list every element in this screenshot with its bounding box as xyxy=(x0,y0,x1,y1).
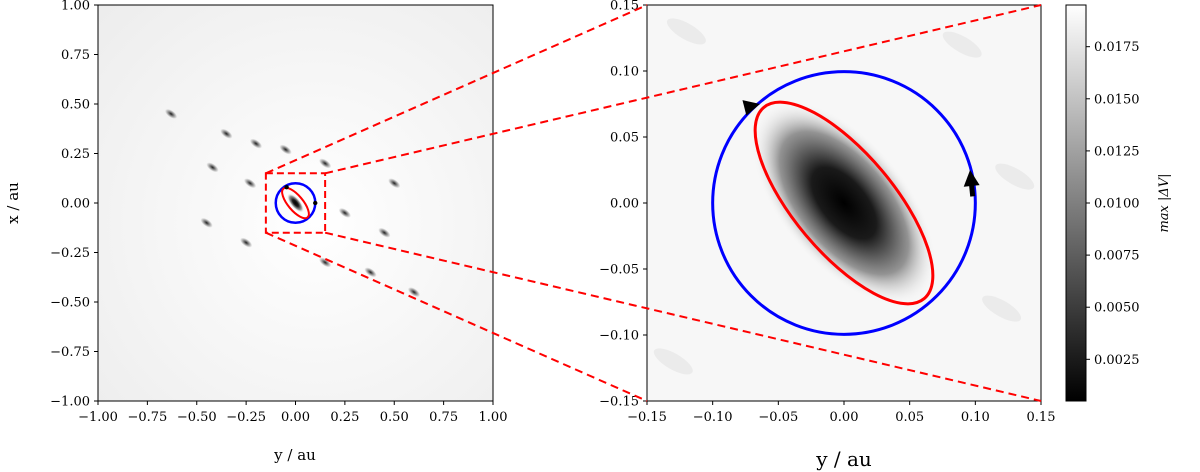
zoom-box xyxy=(264,172,327,234)
heatmap-spot xyxy=(319,257,332,268)
heatmap-spot xyxy=(164,108,178,119)
colorbar-tick-label: 0.0050 xyxy=(1094,301,1140,316)
x-tick-label: 1.00 xyxy=(479,410,508,425)
overview-panel: −1.00 −0.75 −0.50 −0.25 0.00 0.25 0.50 0.75 1.00… xyxy=(4,0,507,464)
overview-central-blob xyxy=(286,193,305,213)
velocity-arrow-head xyxy=(742,100,760,116)
zoom-y-ticks: −0.15 −0.10 −0.05 0.00 0.05 0.10 0.15 xyxy=(599,0,647,410)
zoom-central-blob xyxy=(752,101,936,305)
zoom-connector-line xyxy=(324,231,1042,402)
zoom-orbit-ellipse xyxy=(753,100,935,306)
x-tick-label: −0.25 xyxy=(226,410,266,425)
zoom-connector-line xyxy=(265,4,648,175)
zoom-background-smudge xyxy=(995,163,1035,190)
x-tick-label: −0.50 xyxy=(177,410,217,425)
y-tick-label: −0.05 xyxy=(599,263,639,278)
overview-y-label: x / au xyxy=(4,182,22,224)
zoom-x-label: y / au xyxy=(815,447,872,471)
x-tick-label: 0.00 xyxy=(830,410,859,425)
x-tick-label: −0.05 xyxy=(758,410,798,425)
heatmap-spot xyxy=(243,178,257,189)
colorbar-label: max |ΔV| xyxy=(1157,173,1172,232)
colorbar-tick-label: 0.0175 xyxy=(1094,40,1140,55)
overview-arrow-marker xyxy=(313,200,318,206)
x-tick-label: −0.15 xyxy=(627,410,667,425)
x-tick-label: 0.50 xyxy=(380,410,409,425)
x-tick-label: 0.00 xyxy=(281,410,310,425)
x-tick-label: −0.75 xyxy=(127,410,167,425)
zoom-background-smudge xyxy=(653,348,693,375)
colorbar-tick-label: 0.0075 xyxy=(1094,249,1140,264)
zoom-background-smudge xyxy=(666,18,706,45)
velocity-arrow-head xyxy=(963,170,980,187)
colorbar-tick-label: 0.0125 xyxy=(1094,144,1140,159)
y-tick-label: 0.25 xyxy=(61,147,90,162)
overview-y-ticks: −1.00 −0.75 −0.50 −0.25 0.00 0.25 0.50 0.75 1.00 xyxy=(50,0,98,410)
x-tick-label: −0.10 xyxy=(693,410,733,425)
y-tick-label: −0.25 xyxy=(50,246,90,261)
y-tick-label: 0.15 xyxy=(610,0,639,14)
x-tick-label: 0.10 xyxy=(961,410,990,425)
zoom-connector-line xyxy=(324,4,1042,175)
heatmap-spot xyxy=(279,144,292,155)
heatmap-spot xyxy=(200,217,213,228)
y-tick-label: 0.05 xyxy=(610,131,639,146)
zoom-content xyxy=(653,18,1035,375)
overview-zoom-marks xyxy=(264,172,327,234)
colorbar: 0.0025 0.0050 0.0075 0.0100 0.0125 0.0150 0.01… xyxy=(1065,4,1172,402)
heatmap-spot xyxy=(388,178,401,189)
overview-x-ticks: −1.00 −0.75 −0.50 −0.25 0.00 0.25 0.50 0.75 1.00 xyxy=(78,401,507,425)
y-tick-label: 0.00 xyxy=(61,197,90,212)
y-tick-label: −0.10 xyxy=(599,329,639,344)
zoom-background-smudge xyxy=(982,295,1022,322)
y-tick-label: −0.50 xyxy=(50,296,90,311)
y-tick-label: 0.10 xyxy=(610,65,639,80)
colorbar-tick-label: 0.0100 xyxy=(1094,197,1140,212)
heatmap-spot xyxy=(220,128,233,139)
y-tick-label: −0.15 xyxy=(599,395,639,410)
colorbar-tick-label: 0.0025 xyxy=(1094,353,1140,368)
y-tick-label: 0.75 xyxy=(61,48,90,63)
y-tick-label: 0.00 xyxy=(610,197,639,212)
y-tick-label: −0.75 xyxy=(50,345,90,360)
heatmap-spot xyxy=(319,158,332,169)
overview-spots xyxy=(164,108,421,298)
x-tick-label: 0.05 xyxy=(895,410,924,425)
zoom-connector-line xyxy=(265,231,648,402)
colorbar-tick-label: 0.0150 xyxy=(1094,92,1140,107)
y-tick-label: −1.00 xyxy=(50,395,90,410)
overview-orbit-ellipse xyxy=(281,186,310,220)
zoom-connector-lines xyxy=(265,4,1042,402)
x-tick-label: −1.00 xyxy=(78,410,118,425)
colorbar-gradient xyxy=(1065,4,1087,402)
zoom-orbit-circle xyxy=(711,70,977,336)
colorbar-ticks: 0.0025 0.0050 0.0075 0.0100 0.0125 0.0150 0.01… xyxy=(1086,40,1140,368)
y-tick-label: 0.50 xyxy=(61,98,90,113)
heatmap-spot xyxy=(407,287,421,298)
x-tick-label: 0.15 xyxy=(1027,410,1056,425)
heatmap-spot xyxy=(378,227,391,238)
heatmap-spot xyxy=(240,237,253,248)
heatmap-spot xyxy=(338,207,351,218)
heatmap-spot xyxy=(206,162,219,173)
x-tick-label: 0.25 xyxy=(330,410,359,425)
heatmap-spot xyxy=(249,138,263,149)
heatmap-spot xyxy=(364,267,377,278)
y-tick-label: 1.00 xyxy=(61,0,90,14)
zoom-panel: −0.15 −0.10 −0.05 0.00 0.05 0.10 0.15 −0.15−0.… xyxy=(599,0,1055,471)
x-tick-label: 0.75 xyxy=(429,410,458,425)
overview-arrow-marker xyxy=(284,184,289,190)
zoom-background-smudge xyxy=(942,31,982,58)
zoom-x-ticks: −0.15 −0.10 −0.05 0.00 0.05 0.10 0.15 xyxy=(627,401,1055,425)
overview-x-label: y / au xyxy=(273,446,316,464)
